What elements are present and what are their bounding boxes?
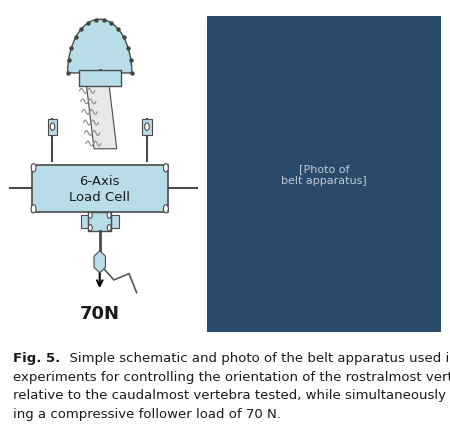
- Circle shape: [107, 213, 111, 219]
- Circle shape: [163, 164, 168, 173]
- Text: Fig. 5.: Fig. 5.: [14, 351, 61, 364]
- Circle shape: [88, 213, 92, 219]
- Bar: [142, 119, 152, 135]
- Bar: [32, 165, 168, 213]
- Text: experiments for controlling the orientation of the rostralmost vertebra: experiments for controlling the orientat…: [14, 370, 450, 383]
- Circle shape: [145, 124, 149, 131]
- Text: [Photo of
belt apparatus]: [Photo of belt apparatus]: [281, 164, 367, 185]
- Circle shape: [163, 205, 168, 213]
- Text: 70N: 70N: [80, 304, 120, 322]
- Bar: [88, 213, 111, 231]
- Text: relative to the caudalmost vertebra tested, while simultaneously apply-: relative to the caudalmost vertebra test…: [14, 389, 450, 401]
- Bar: [48, 119, 57, 135]
- Polygon shape: [86, 86, 117, 150]
- Wedge shape: [68, 20, 132, 74]
- Circle shape: [31, 205, 36, 213]
- Circle shape: [50, 124, 55, 131]
- Text: 6-Axis
Load Cell: 6-Axis Load Cell: [69, 174, 130, 203]
- Circle shape: [88, 225, 92, 231]
- Circle shape: [107, 225, 111, 231]
- Bar: [111, 216, 119, 228]
- Bar: [79, 71, 121, 86]
- Text: ing a compressive follower load of 70 N.: ing a compressive follower load of 70 N.: [14, 407, 281, 420]
- Circle shape: [31, 164, 36, 173]
- Bar: [81, 216, 88, 228]
- Text: Simple schematic and photo of the belt apparatus used in: Simple schematic and photo of the belt a…: [61, 351, 450, 364]
